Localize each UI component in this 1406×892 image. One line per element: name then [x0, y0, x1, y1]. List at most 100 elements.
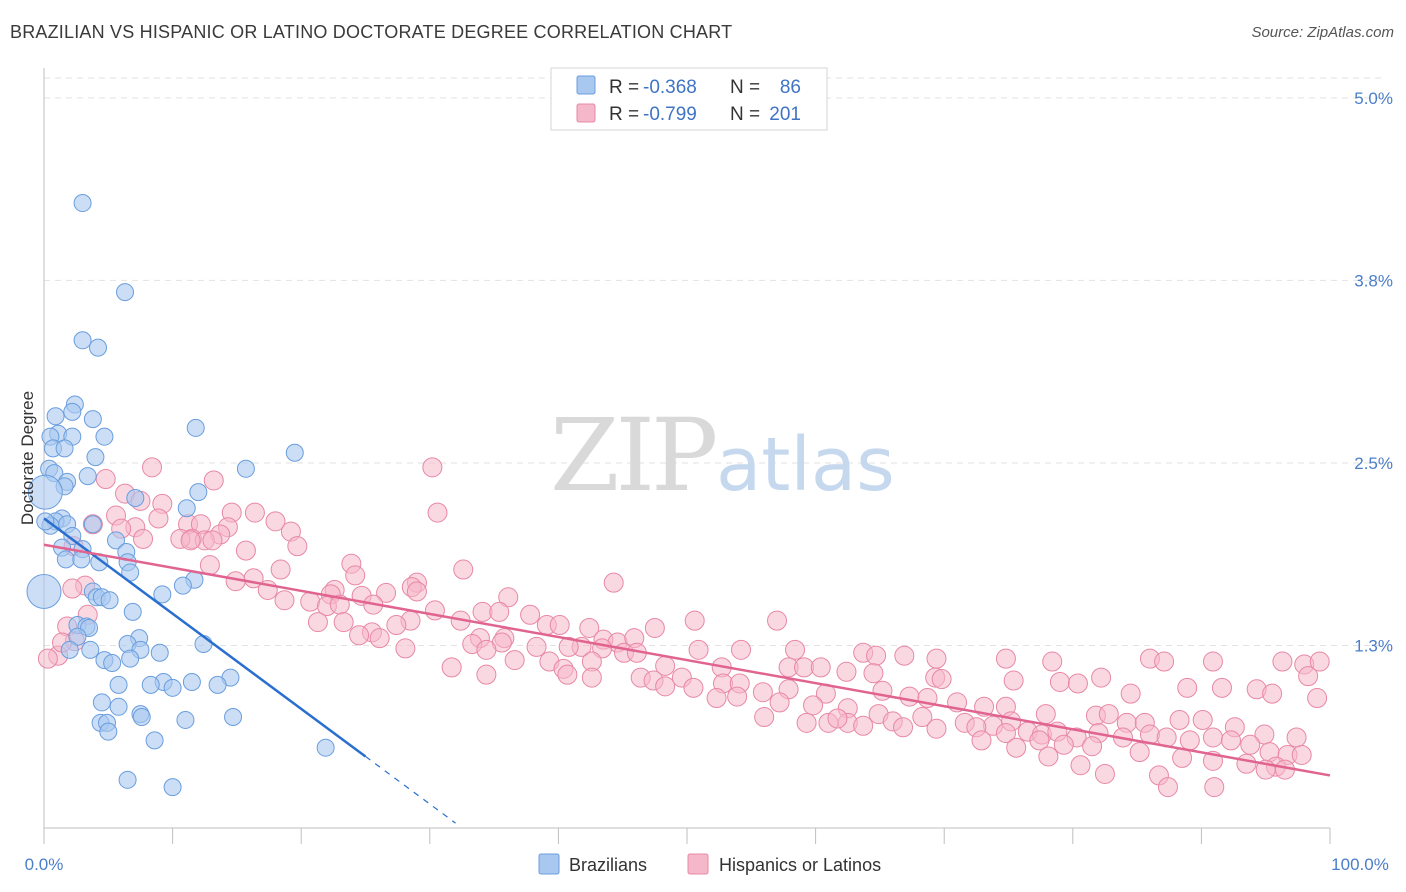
data-point-hispanic: [926, 648, 947, 669]
data-point-brazilian: [116, 283, 135, 302]
data-point-hispanic: [386, 615, 407, 636]
legend-r-label: R =: [609, 104, 639, 125]
legend-r-value: -0.799: [643, 104, 697, 125]
data-point-brazilian: [63, 526, 82, 545]
data-point-brazilian: [27, 474, 63, 510]
data-point-hispanic: [655, 676, 676, 697]
brazilian-points: [26, 194, 335, 797]
legend-box: [550, 67, 828, 131]
watermark-zip: ZIP: [550, 397, 715, 514]
trend-line-brazilians-extension: [365, 755, 456, 824]
data-point-hispanic: [148, 508, 169, 529]
data-point-hispanic: [422, 457, 443, 478]
data-point-hispanic: [836, 661, 857, 682]
data-point-hispanic: [498, 587, 519, 608]
data-point-hispanic: [526, 636, 547, 657]
data-point-brazilian: [163, 778, 182, 797]
data-point-hispanic: [796, 712, 817, 733]
data-point-hispanic: [406, 581, 427, 602]
bottom-legend: Brazilians Hispanics or Latinos: [538, 853, 881, 875]
data-point-hispanic: [453, 559, 474, 580]
data-point-brazilian: [100, 591, 119, 610]
data-point-hispanic: [1202, 651, 1223, 672]
data-point-hispanic: [235, 540, 256, 561]
data-point-hispanic: [579, 617, 600, 638]
legend: R = -0.368 N = 86 R = -0.799 N = 201: [550, 67, 828, 131]
watermark: ZIP atlas: [550, 397, 895, 514]
data-point-brazilian: [83, 515, 102, 534]
data-point-brazilian: [126, 488, 145, 507]
data-point-hispanic: [752, 682, 773, 703]
data-point-hispanic: [203, 470, 224, 491]
data-point-brazilian: [78, 467, 97, 486]
data-point-hispanic: [1240, 734, 1261, 755]
data-point-hispanic: [1272, 651, 1293, 672]
y-axis-label: Doctorate Degree: [18, 391, 37, 525]
y-tick-label: 2.5%: [1354, 454, 1393, 473]
axes: [43, 68, 1331, 844]
data-point-hispanic: [866, 645, 887, 666]
data-point-hispanic: [1169, 709, 1190, 730]
data-point-brazilian: [89, 338, 108, 357]
data-point-brazilian: [92, 693, 111, 712]
data-point-hispanic: [1042, 651, 1063, 672]
data-point-brazilian: [177, 499, 196, 518]
data-point-hispanic: [1202, 727, 1223, 748]
data-point-hispanic: [142, 457, 163, 478]
data-point-hispanic: [472, 601, 493, 622]
y-tick-label: 3.8%: [1354, 271, 1393, 290]
data-point-hispanic: [684, 610, 705, 631]
data-point-hispanic: [1262, 683, 1283, 704]
data-point-hispanic: [274, 590, 295, 611]
data-point-hispanic: [1204, 777, 1225, 798]
data-point-hispanic: [427, 502, 448, 523]
data-point-brazilian: [285, 443, 304, 462]
data-point-hispanic: [1179, 730, 1200, 751]
data-point-hispanic: [1220, 730, 1241, 751]
data-point-hispanic: [1053, 734, 1074, 755]
data-point-brazilian: [103, 653, 122, 672]
data-point-hispanic: [803, 695, 824, 716]
data-point-brazilian: [224, 708, 243, 727]
data-point-hispanic: [688, 639, 709, 660]
data-point-brazilian: [109, 697, 128, 716]
data-point-hispanic: [1049, 671, 1070, 692]
legend-r-label: R =: [609, 77, 639, 98]
trend-line-hispanics: [43, 543, 1331, 777]
data-point-hispanic: [995, 723, 1016, 744]
data-point-brazilian: [68, 627, 87, 646]
x-tick-label: 0.0%: [25, 855, 64, 874]
legend-n-value: 201: [769, 104, 801, 125]
data-point-hispanic: [333, 612, 354, 633]
x-tick-labels: 0.0% 100.0%: [25, 855, 1389, 874]
legend-r-value: -0.368: [643, 77, 697, 98]
data-point-brazilian: [173, 576, 192, 595]
data-point-hispanic: [300, 591, 321, 612]
legend-n-value: 86: [780, 77, 801, 98]
data-point-hispanic: [731, 639, 752, 660]
data-point-hispanic: [727, 686, 748, 707]
trend-line-brazilians: [43, 517, 367, 758]
data-point-hispanic: [683, 677, 704, 698]
data-point-hispanic: [395, 638, 416, 659]
data-point-hispanic: [345, 565, 366, 586]
data-point-hispanic: [180, 530, 201, 551]
data-point-hispanic: [894, 645, 915, 666]
data-point-hispanic: [62, 578, 83, 599]
data-point-hispanic: [1120, 683, 1141, 704]
data-point-brazilian: [73, 194, 92, 213]
data-point-hispanic: [995, 648, 1016, 669]
data-point-hispanic: [1298, 666, 1319, 687]
data-point-brazilian: [150, 643, 169, 662]
data-point-brazilian: [60, 640, 79, 659]
data-point-hispanic: [558, 636, 579, 657]
data-point-hispanic: [1236, 753, 1257, 774]
data-point-hispanic: [199, 555, 220, 576]
data-point-brazilian: [83, 410, 102, 429]
watermark-atlas: atlas: [716, 422, 895, 508]
data-point-brazilian: [107, 531, 126, 550]
data-point-hispanic: [307, 612, 328, 633]
data-point-hispanic: [810, 657, 831, 678]
data-point-hispanic: [1098, 704, 1119, 725]
